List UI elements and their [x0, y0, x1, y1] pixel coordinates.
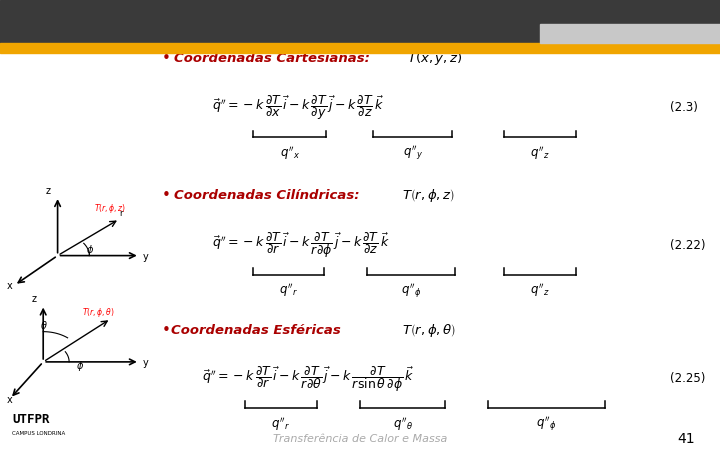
- Text: z: z: [46, 186, 51, 196]
- Bar: [0, 43, 720, 53]
- Text: Coordenadas Cilíndricas:: Coordenadas Cilíndricas:: [174, 189, 360, 202]
- Text: $q''_\phi$: $q''_\phi$: [401, 281, 421, 300]
- Text: $q''_x$: $q''_x$: [280, 144, 300, 162]
- Text: $\theta$: $\theta$: [40, 320, 48, 332]
- Text: •: •: [162, 51, 171, 66]
- Text: z: z: [32, 294, 37, 305]
- Text: $\vec{q}^{\prime\prime} = -k\,\dfrac{\partial T}{\partial r}\,\vec{i} - k\,\dfra: $\vec{q}^{\prime\prime} = -k\,\dfrac{\pa…: [212, 230, 390, 260]
- Text: (2.22): (2.22): [670, 239, 705, 252]
- Text: y: y: [143, 358, 148, 368]
- Text: (2.3): (2.3): [670, 102, 698, 114]
- Text: Transferência de Calor e Massa: Transferência de Calor e Massa: [273, 434, 447, 444]
- Text: $T\left(r,\phi,\theta\right)$: $T\left(r,\phi,\theta\right)$: [402, 322, 456, 339]
- Text: $q''_y$: $q''_y$: [402, 144, 423, 162]
- Text: $q''_r$: $q''_r$: [279, 282, 298, 299]
- Text: (2.25): (2.25): [670, 373, 705, 385]
- Text: $q''_\phi$: $q''_\phi$: [536, 414, 557, 433]
- Text: •: •: [162, 188, 171, 203]
- Text: $T\left(x,y,z\right)$: $T\left(x,y,z\right)$: [407, 50, 462, 67]
- Text: $q''_z$: $q''_z$: [530, 282, 550, 299]
- Text: CAMPUS LONDRINA: CAMPUS LONDRINA: [12, 431, 66, 436]
- Text: $q''_\theta$: $q''_\theta$: [392, 415, 413, 432]
- Text: $\vec{q}^{\prime\prime} = -k\,\dfrac{\partial T}{\partial r}\,\vec{i} - k\,\dfra: $\vec{q}^{\prime\prime} = -k\,\dfrac{\pa…: [202, 364, 414, 394]
- Text: UTFPR: UTFPR: [12, 413, 50, 426]
- Text: $q''_r$: $q''_r$: [271, 415, 290, 432]
- Text: r: r: [120, 209, 123, 218]
- Text: x: x: [7, 281, 13, 291]
- Text: $q''_z$: $q''_z$: [530, 144, 550, 162]
- Text: 41: 41: [678, 432, 695, 446]
- Text: •: •: [162, 323, 171, 338]
- Text: $T(r,\phi,z)$: $T(r,\phi,z)$: [94, 202, 125, 215]
- Text: $\phi$: $\phi$: [86, 243, 94, 256]
- Text: $\phi$: $\phi$: [76, 360, 84, 374]
- Text: y: y: [143, 252, 148, 261]
- Bar: [0, 0, 720, 43]
- Text: Coordenadas Cartesianas:: Coordenadas Cartesianas:: [174, 52, 370, 65]
- Text: $T(r,\phi,\theta)$: $T(r,\phi,\theta)$: [82, 306, 114, 320]
- Text: $\vec{q}^{\prime\prime} = -k\,\dfrac{\partial T}{\partial x}\,\vec{i} - k\,\dfra: $\vec{q}^{\prime\prime} = -k\,\dfrac{\pa…: [212, 94, 384, 122]
- Text: Coordenadas Esféricas: Coordenadas Esféricas: [171, 324, 341, 337]
- Text: x: x: [7, 395, 13, 405]
- Bar: [540, 23, 720, 43]
- Text: $T\left(r,\phi,z\right)$: $T\left(r,\phi,z\right)$: [402, 187, 454, 204]
